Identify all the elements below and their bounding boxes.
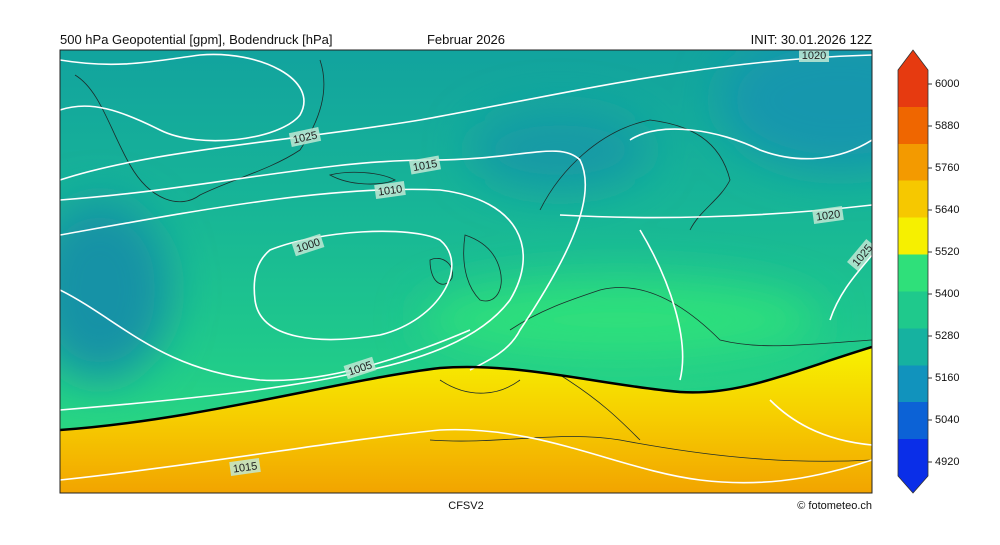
colorbar-tick-label: 5280 bbox=[935, 330, 959, 342]
contour-label-text: 1010 bbox=[377, 183, 403, 198]
field-shading bbox=[60, 50, 872, 380]
contour-label-text: 1015 bbox=[232, 460, 258, 475]
colorbar-arrow-bottom bbox=[898, 476, 928, 493]
contour-label: 1015 bbox=[229, 457, 261, 477]
contour-label: 1020 bbox=[812, 205, 844, 225]
colorbar-tick-label: 5760 bbox=[935, 162, 959, 174]
contour-label-text: 1020 bbox=[815, 208, 841, 223]
colorbar-tick-label: 4920 bbox=[935, 456, 959, 468]
colorbar-tick-label: 5160 bbox=[935, 372, 959, 384]
contour-label-bg bbox=[288, 127, 322, 147]
colorbar-tick-label: 6000 bbox=[935, 78, 959, 90]
coastlines bbox=[74, 59, 872, 462]
map-frame bbox=[59, 49, 873, 494]
contour-label-bg bbox=[799, 50, 829, 62]
warm-region bbox=[60, 347, 872, 493]
contour-label-bg bbox=[812, 205, 844, 225]
header-left: 500 hPa Geopotential [gpm], Bodendruck [… bbox=[60, 32, 332, 47]
contour-label: 1020 bbox=[799, 50, 829, 62]
colorbar-outline bbox=[897, 49, 929, 494]
5520-contour bbox=[60, 345, 872, 432]
contour-label: 1010 bbox=[374, 180, 406, 200]
colorbar: 4920 5040 5160 5280 5400 5520 5640 5760 5880 6000 bbox=[897, 49, 959, 494]
isobars bbox=[60, 53, 872, 484]
contour-label-bg bbox=[374, 180, 406, 200]
colorbar-arrow-top bbox=[898, 50, 928, 70]
contour-label: 1015 bbox=[409, 155, 441, 175]
colorbar-tick-label: 5640 bbox=[935, 204, 959, 216]
contour-label-bg bbox=[229, 457, 261, 477]
contour-label-bg bbox=[343, 356, 377, 380]
contour-label-bg bbox=[291, 233, 325, 257]
footer-right: © fotometeo.ch bbox=[797, 500, 872, 512]
contour-label-bg bbox=[846, 239, 872, 271]
header-center: Februar 2026 bbox=[427, 32, 505, 47]
colorbar-body bbox=[898, 70, 928, 476]
colorbar-tick-label: 5400 bbox=[935, 288, 959, 300]
colorbar-tick-label: 5520 bbox=[935, 246, 959, 258]
contour-label: 1025 bbox=[288, 127, 322, 147]
contour-label-text: 1015 bbox=[412, 158, 438, 174]
header-right: INIT: 30.01.2026 12Z bbox=[751, 32, 872, 47]
contour-label-text: 1025 bbox=[292, 130, 318, 147]
contour-label-bg bbox=[409, 155, 441, 175]
colorbar-tick-label: 5880 bbox=[935, 120, 959, 132]
footer-center: CFSV2 bbox=[448, 500, 483, 512]
contour-label-text: 1020 bbox=[802, 50, 826, 62]
colorbar-tick-label: 5040 bbox=[935, 414, 959, 426]
